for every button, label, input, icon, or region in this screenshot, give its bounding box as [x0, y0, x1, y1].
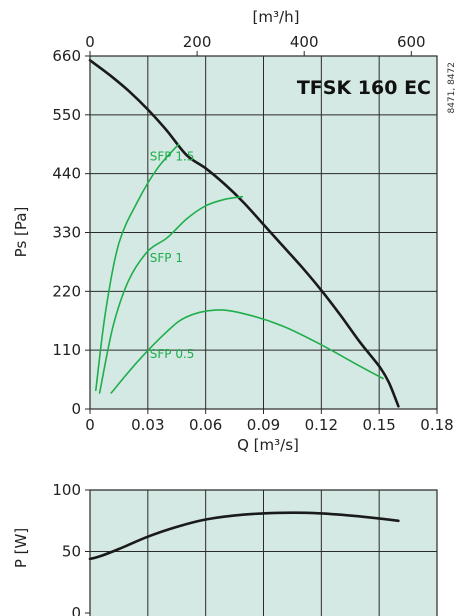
sfp-curve	[110, 309, 384, 394]
sfp-label: SFP 0.5	[150, 347, 195, 361]
fan-pressure-curve	[88, 59, 400, 408]
top-tick-label: 0	[85, 33, 95, 51]
power-curve	[88, 511, 400, 561]
sfp-label: SFP 1	[150, 251, 183, 265]
x-tick-label: 0.09	[247, 416, 280, 434]
top-axis-ticks: 0 200 400 600	[85, 33, 426, 56]
x-tick-label: 0.15	[362, 416, 395, 434]
y-axis-label: Ps [Pa]	[12, 207, 30, 258]
power-chart-grid	[90, 490, 437, 616]
x-tick-label: 0.03	[131, 416, 164, 434]
sfp-label: SFP 1.5	[150, 149, 195, 163]
top-tick-label: 600	[397, 33, 426, 51]
x-axis-label: Q [m³/s]	[237, 436, 299, 454]
top-axis-label: [m³/h]	[253, 8, 300, 26]
x-tick-label: 0.06	[189, 416, 222, 434]
y-tick-label: 330	[52, 224, 81, 242]
pressure-chart-series	[88, 59, 400, 408]
y-tick-label: 660	[52, 47, 81, 65]
y-tick-label: 0	[71, 400, 81, 418]
power-chart-frame	[89, 489, 438, 616]
power-y-tick-label: 100	[52, 481, 81, 499]
pressure-chart-grid	[90, 56, 437, 409]
top-tick-label: 400	[290, 33, 319, 51]
pressure-chart: 0 0.03 0.06 0.09 0.12 0.15 0.18 0 110 220 330 440 5…	[12, 8, 457, 454]
sfp-curve	[95, 143, 180, 392]
sfp-curve	[98, 195, 244, 394]
power-y-tick-label: 0	[71, 604, 81, 616]
y-tick-label: 550	[52, 106, 81, 124]
power-y-tick-label: 50	[62, 543, 81, 561]
x-tick-label: 0	[85, 416, 95, 434]
power-chart: 0 50 100 P [W]	[12, 481, 438, 616]
x-tick-label: 0.18	[420, 416, 453, 434]
drawing-code: 8471, 8472	[447, 62, 457, 114]
sfp-labels: SFP 1.5 SFP 1 SFP 0.5	[150, 149, 195, 361]
power-chart-series	[88, 511, 400, 561]
y-tick-label: 110	[52, 341, 81, 359]
model-title: TFSK 160 EC	[297, 77, 431, 99]
power-y-axis-ticks: 0 50 100	[52, 481, 90, 616]
y-tick-label: 440	[52, 165, 81, 183]
y-tick-label: 220	[52, 282, 81, 300]
x-axis-ticks: 0 0.03 0.06 0.09 0.12 0.15 0.18	[85, 409, 454, 434]
x-tick-label: 0.12	[305, 416, 338, 434]
power-y-axis-label: P [W]	[12, 528, 30, 568]
y-axis-ticks: 0 110 220 330 440 550 660	[52, 47, 90, 418]
top-tick-label: 200	[183, 33, 212, 51]
